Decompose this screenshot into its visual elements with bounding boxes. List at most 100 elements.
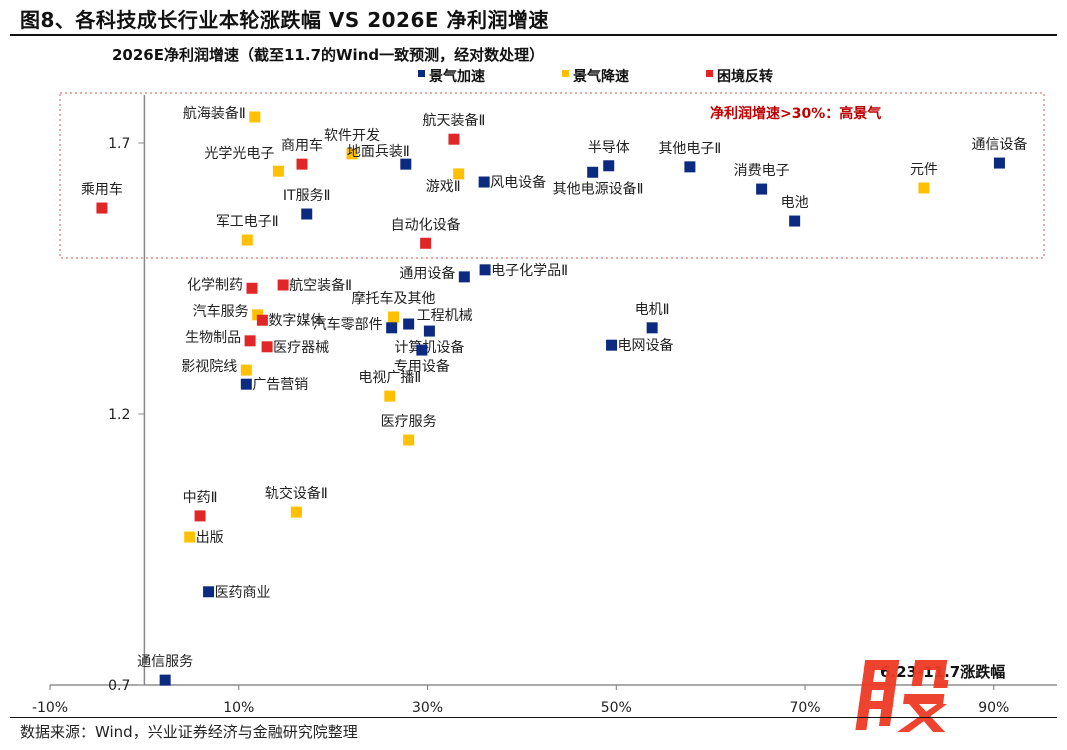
x-tick-label: -10% — [32, 700, 68, 716]
point-marker — [346, 148, 358, 160]
legend-swatch — [418, 70, 425, 77]
point-marker — [458, 271, 470, 283]
data-point: 光学光电子 — [204, 146, 284, 177]
title-divider — [10, 34, 1057, 36]
point-label: 化学制药 — [187, 277, 243, 293]
point-marker — [453, 168, 465, 180]
data-point: 电网设备 — [606, 337, 674, 354]
data-point: 通信服务 — [137, 654, 193, 686]
data-point: 其他电源设备Ⅱ — [553, 166, 644, 197]
point-marker — [603, 160, 615, 172]
data-point: 医疗服务 — [381, 414, 437, 446]
point-label: 汽车零部件 — [313, 316, 383, 333]
point-label: 地面兵装Ⅱ — [347, 144, 410, 160]
data-point: 专用设备 — [394, 344, 450, 375]
data-point: 影视院线 — [181, 359, 252, 376]
legend-item: 困境反转 — [706, 68, 773, 85]
point-label: 电池 — [781, 195, 809, 211]
point-marker — [261, 341, 273, 353]
point-label: 专用设备 — [394, 358, 450, 375]
legend-label: 景气加速 — [429, 68, 485, 85]
point-marker — [277, 279, 289, 291]
point-marker — [296, 158, 308, 170]
watermark-logo — [855, 660, 949, 732]
point-marker — [244, 335, 256, 347]
point-label: 医疗器械 — [273, 340, 329, 356]
point-marker — [241, 234, 253, 246]
y-tick-label: 1.7 — [108, 136, 130, 152]
data-point: 乘用车 — [81, 181, 123, 214]
x-tick-label: 30% — [412, 700, 443, 716]
data-point: 航海装备Ⅱ — [183, 105, 261, 123]
point-label: 电网设备 — [618, 337, 674, 354]
point-marker — [403, 318, 415, 330]
point-marker — [272, 165, 284, 177]
point-marker — [159, 674, 171, 686]
source-divider — [10, 717, 1057, 718]
data-point: 数字媒体 — [256, 313, 324, 329]
data-point: 计算机设备 — [394, 325, 464, 356]
point-marker — [388, 311, 400, 323]
point-marker — [184, 531, 196, 543]
point-marker — [96, 202, 108, 214]
point-label: 医疗服务 — [381, 414, 437, 430]
legend-label: 景气降速 — [573, 68, 629, 85]
high-growth-annotation: 净利润增速>30%：高景气 — [710, 105, 881, 122]
x-tick-label: 10% — [223, 700, 254, 716]
legend-label: 困境反转 — [717, 68, 773, 85]
point-label: 计算机设备 — [394, 339, 464, 356]
data-point: 工程机械 — [403, 308, 473, 330]
source-note: 数据来源：Wind，兴业证券经济与金融研究院整理 — [20, 723, 358, 741]
point-label: 游戏Ⅱ — [426, 179, 461, 195]
data-point: 摩托车及其他 — [352, 290, 436, 323]
data-point: 自动化设备 — [391, 216, 461, 249]
point-marker — [420, 237, 432, 249]
point-label: 生物制品 — [185, 330, 241, 346]
legend-swatch — [706, 70, 713, 77]
point-marker — [384, 390, 396, 402]
point-label: 数字媒体 — [268, 313, 324, 329]
point-marker — [301, 208, 313, 220]
point-marker — [194, 510, 206, 522]
x-tick-label: 90% — [978, 700, 1009, 716]
data-point: 轨交设备Ⅱ — [265, 485, 328, 518]
point-marker — [386, 322, 398, 334]
point-marker — [993, 157, 1005, 169]
data-point: 商用车 — [281, 137, 323, 170]
point-label: 电机Ⅱ — [635, 302, 670, 318]
point-label: 工程机械 — [417, 308, 473, 324]
data-point: 电子化学品Ⅱ — [479, 263, 568, 279]
point-label: 医药商业 — [215, 585, 271, 601]
point-marker — [403, 434, 415, 446]
point-label: 军工电子Ⅱ — [216, 214, 279, 230]
data-point: 生物制品 — [185, 330, 256, 347]
point-label: 通信服务 — [137, 654, 193, 670]
point-marker — [240, 378, 252, 390]
point-label: 元件 — [910, 162, 938, 178]
point-marker — [203, 586, 215, 598]
data-point: 出版 — [184, 530, 224, 546]
data-point: 半导体 — [588, 140, 630, 172]
point-marker — [448, 133, 460, 145]
point-marker — [290, 506, 302, 518]
point-marker — [479, 264, 491, 276]
point-label: 航海装备Ⅱ — [183, 105, 246, 122]
point-marker — [416, 344, 428, 356]
data-point: 汽车服务 — [193, 303, 264, 321]
data-point: 其他电子Ⅱ — [658, 141, 721, 173]
data-point: 风电设备 — [478, 174, 546, 191]
point-label: IT服务Ⅱ — [283, 188, 331, 204]
point-label: 半导体 — [588, 140, 630, 156]
data-point: 航天装备Ⅱ — [423, 112, 485, 145]
point-label: 电子化学品Ⅱ — [491, 263, 568, 279]
y-tick-label: 0.7 — [108, 678, 130, 694]
data-point: 软件开发 — [324, 128, 380, 160]
point-marker — [400, 158, 412, 170]
point-marker — [249, 111, 261, 123]
point-marker — [240, 364, 252, 376]
point-label: 电视广播Ⅱ — [358, 370, 421, 386]
point-marker — [756, 183, 768, 195]
data-point: 元件 — [910, 162, 938, 194]
point-label: 乘用车 — [81, 181, 123, 198]
data-point: 游戏Ⅱ — [426, 168, 465, 195]
